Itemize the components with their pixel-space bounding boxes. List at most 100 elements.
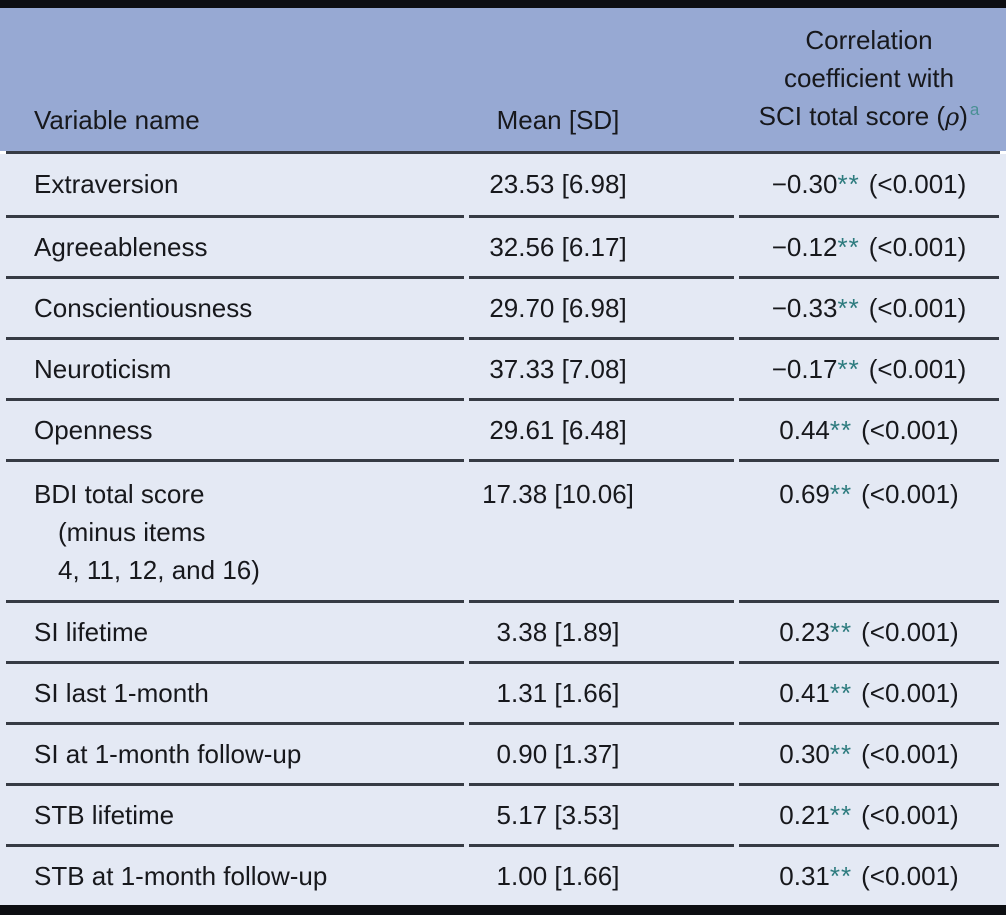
cell-mean-sd: 1.31 [1.66] [469, 661, 734, 722]
p-value: (<0.001) [868, 353, 967, 384]
column-header-correlation-line2: coefficient with [783, 63, 955, 93]
table-row-si-last-1-month: SI last 1-month 1.31 [1.66] 0.41** (<0.00… [0, 661, 1006, 722]
cell-correlation: −0.30** (<0.001) [739, 154, 999, 215]
cell-variable: STB at 1-month follow-up [6, 844, 464, 905]
cell-correlation: −0.33** (<0.001) [739, 276, 999, 337]
table-header-row: Variable name Mean [SD] Correlation coef… [0, 8, 1006, 151]
header-divider [6, 151, 1000, 154]
cell-mean-sd: 17.38 [10.06] [469, 459, 734, 600]
p-value: (<0.001) [861, 860, 959, 891]
significance-stars: ** [829, 799, 853, 830]
variable-name: STB at 1-month follow-up [34, 860, 328, 891]
correlation-value: 0.41 [779, 677, 830, 708]
correlation-value: 0.21 [779, 799, 830, 830]
p-value: (<0.001) [868, 169, 967, 199]
table-row-si-lifetime: SI lifetime 3.38 [1.89] 0.23** (<0.001) [0, 600, 1006, 661]
correlation-value: −0.17 [771, 353, 838, 384]
variable-name: SI last 1-month [34, 677, 209, 708]
correlation-value: −0.33 [771, 292, 838, 323]
cell-correlation: 0.23** (<0.001) [739, 600, 999, 661]
column-header-mean-sd: Mean [SD] [496, 105, 620, 135]
correlation-value: −0.12 [771, 231, 838, 262]
variable-name: Extraversion [34, 169, 179, 199]
p-value: (<0.001) [861, 479, 959, 509]
p-value: (<0.001) [861, 799, 959, 830]
column-header-correlation: Correlation coefficient with SCI total s… [739, 21, 999, 136]
variable-name: BDI total score [34, 479, 205, 509]
cell-mean-sd: 1.00 [1.66] [469, 844, 734, 905]
cell-mean-sd: 0.90 [1.37] [469, 722, 734, 783]
significance-stars: ** [837, 169, 860, 199]
significance-stars: ** [829, 738, 853, 769]
cell-variable: BDI total score (minus items 4, 11, 12, … [6, 459, 464, 600]
correlation-value: 0.31 [779, 860, 830, 891]
significance-stars: ** [829, 677, 853, 708]
cell-mean-sd: 29.61 [6.48] [469, 398, 734, 459]
table-row-stb-follow-up: STB at 1-month follow-up 1.00 [1.66] 0.3… [0, 844, 1006, 905]
significance-stars: ** [829, 479, 853, 509]
cell-correlation: 0.69** (<0.001) [739, 459, 999, 600]
cell-mean-sd: 3.38 [1.89] [469, 600, 734, 661]
cell-mean-sd: 5.17 [3.53] [469, 783, 734, 844]
correlation-value: 0.69 [779, 479, 830, 509]
variable-name: SI at 1-month follow-up [34, 738, 302, 769]
significance-stars: ** [837, 292, 860, 323]
table-row-si-follow-up: SI at 1-month follow-up 0.90 [1.37] 0.30… [0, 722, 1006, 783]
cell-mean-sd: 23.53 [6.98] [489, 169, 627, 199]
p-value: (<0.001) [861, 738, 959, 769]
table-row-agreeableness: Agreeableness 32.56 [6.17] −0.12** (<0.00… [0, 215, 1006, 276]
correlation-value: 0.30 [779, 738, 830, 769]
cell-variable: Conscientiousness [6, 276, 464, 337]
cell-variable: SI at 1-month follow-up [6, 722, 464, 783]
rho-symbol: ρ [945, 103, 960, 131]
variable-name-line3: 4, 11, 12, and 16) [58, 555, 260, 585]
cell-variable: SI lifetime [6, 600, 464, 661]
column-header-correlation-line3: SCI total score (ρ) a [739, 97, 999, 136]
cell-correlation: −0.17** (<0.001) [739, 337, 999, 398]
cell-correlation: 0.30** (<0.001) [739, 722, 999, 783]
cell-mean-sd: 29.70 [6.98] [469, 276, 734, 337]
cell-correlation: 0.21** (<0.001) [739, 783, 999, 844]
table-row-conscientiousness: Conscientiousness 29.70 [6.98] −0.33** (<… [0, 276, 1006, 337]
cell-mean-sd: 32.56 [6.17] [469, 215, 734, 276]
column-header-correlation-line1: Correlation [805, 25, 933, 55]
column-header-variable-name: Variable name [34, 105, 200, 135]
cell-variable: Extraversion [6, 154, 464, 215]
p-value: (<0.001) [861, 616, 959, 647]
p-value: (<0.001) [868, 292, 967, 323]
cell-correlation: 0.41** (<0.001) [739, 661, 999, 722]
cell-correlation: −0.12** (<0.001) [739, 215, 999, 276]
variable-name: Neuroticism [34, 353, 172, 384]
correlation-value: −0.30 [771, 169, 838, 199]
significance-stars: ** [829, 616, 853, 647]
correlation-line3-suffix: ) [959, 101, 968, 131]
p-value: (<0.001) [861, 677, 959, 708]
correlation-value: 0.44 [779, 414, 830, 445]
table-row-openness: Openness 29.61 [6.48] 0.44** (<0.001) [0, 398, 1006, 459]
table-top-border [0, 0, 1006, 8]
variable-name: STB lifetime [34, 799, 175, 830]
table-row-neuroticism: Neuroticism 37.33 [7.08] −0.17** (<0.001) [0, 337, 1006, 398]
variable-name-line2: (minus items [58, 517, 206, 547]
table-row-bdi-total-score: BDI total score (minus items 4, 11, 12, … [0, 459, 1006, 600]
variable-name: Openness [34, 414, 153, 445]
cell-variable: Neuroticism [6, 337, 464, 398]
footnote-marker-a: a [969, 100, 980, 120]
cell-correlation: 0.31** (<0.001) [739, 844, 999, 905]
significance-stars: ** [829, 860, 853, 891]
table-row-stb-lifetime: STB lifetime 5.17 [3.53] 0.21** (<0.001) [0, 783, 1006, 844]
p-value: (<0.001) [868, 231, 967, 262]
cell-variable: STB lifetime [6, 783, 464, 844]
cell-variable: Openness [6, 398, 464, 459]
significance-stars: ** [829, 414, 853, 445]
variable-name: Conscientiousness [34, 292, 253, 323]
table-bottom-border [0, 905, 1006, 915]
correlation-value: 0.23 [779, 616, 830, 647]
variable-name: Agreeableness [34, 231, 208, 262]
significance-stars: ** [837, 231, 860, 262]
p-value: (<0.001) [861, 414, 959, 445]
variable-name: SI lifetime [34, 616, 149, 647]
significance-stars: ** [837, 353, 860, 384]
correlation-line3-prefix: SCI total score ( [758, 101, 946, 131]
cell-correlation: 0.44** (<0.001) [739, 398, 999, 459]
